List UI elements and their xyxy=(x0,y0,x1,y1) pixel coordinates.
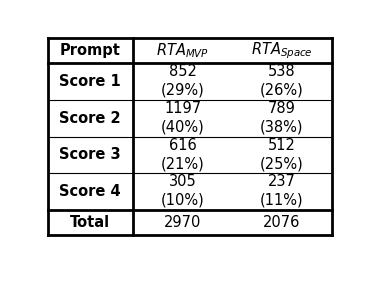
Text: 237: 237 xyxy=(268,174,296,189)
Text: 305: 305 xyxy=(169,174,196,189)
Text: 852: 852 xyxy=(169,64,196,79)
Text: Prompt: Prompt xyxy=(60,43,121,58)
Text: 616: 616 xyxy=(169,138,196,153)
Text: 538: 538 xyxy=(268,64,296,79)
Text: (29%): (29%) xyxy=(161,83,204,98)
Text: (40%): (40%) xyxy=(161,119,204,134)
Text: (26%): (26%) xyxy=(260,83,304,98)
Text: Score 2: Score 2 xyxy=(60,111,121,126)
Text: Total: Total xyxy=(70,215,110,230)
Text: (11%): (11%) xyxy=(260,193,304,208)
Text: 2970: 2970 xyxy=(164,215,201,230)
Text: 2076: 2076 xyxy=(263,215,300,230)
Text: $RTA_{MVP}$: $RTA_{MVP}$ xyxy=(156,41,209,60)
Text: Score 4: Score 4 xyxy=(60,184,121,199)
Text: (10%): (10%) xyxy=(161,193,204,208)
Text: Score 3: Score 3 xyxy=(60,148,121,162)
Text: 512: 512 xyxy=(268,138,296,153)
Text: (21%): (21%) xyxy=(161,156,204,171)
Text: 1197: 1197 xyxy=(164,101,201,116)
Text: (38%): (38%) xyxy=(260,119,304,134)
Text: 789: 789 xyxy=(268,101,296,116)
Text: Score 1: Score 1 xyxy=(60,74,121,89)
Text: $RTA_{Space}$: $RTA_{Space}$ xyxy=(251,40,313,61)
Text: (25%): (25%) xyxy=(260,156,304,171)
